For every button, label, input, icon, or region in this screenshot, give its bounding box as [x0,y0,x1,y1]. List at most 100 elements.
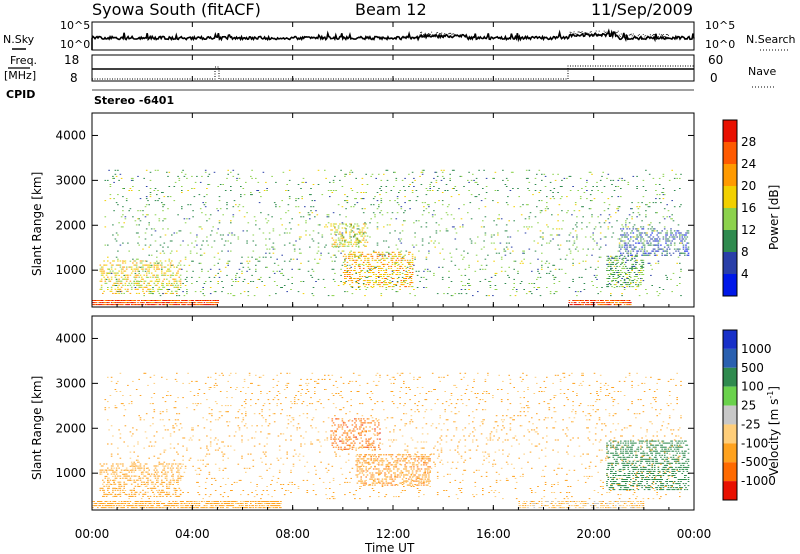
data-cell [122,272,124,274]
data-cell [493,177,495,179]
data-cell [385,458,388,460]
data-cell [385,464,388,466]
data-cell [395,464,398,466]
data-cell [142,507,144,509]
data-cell [642,226,645,228]
data-cell [138,292,140,294]
data-cell [167,268,169,270]
data-cell [617,210,620,212]
data-cell [149,503,152,504]
data-cell [360,254,362,256]
data-cell [171,505,173,507]
data-cell [127,507,129,509]
data-cell [283,232,286,234]
data-cell [395,460,398,462]
data-cell [478,169,480,171]
data-cell [581,188,583,189]
data-cell [357,466,360,468]
data-cell [173,300,176,301]
data-cell [145,300,148,301]
data-cell [123,270,125,272]
data-cell [532,503,534,504]
data-cell [369,268,371,270]
data-cell [332,181,335,183]
data-cell [635,238,637,240]
data-cell [362,244,365,246]
data-cell [646,232,648,234]
data-cell [352,278,355,279]
data-cell [137,270,139,272]
data-cell [553,293,556,295]
data-cell [288,179,291,181]
data-cell [171,274,173,276]
data-cell [134,501,137,502]
data-cell [684,250,686,252]
data-cell [369,484,371,486]
data-cell [130,302,133,304]
data-cell [342,422,345,424]
data-cell [411,282,414,284]
data-cell [610,216,612,218]
data-cell [198,302,201,304]
data-cell [446,293,449,295]
data-cell [399,454,401,456]
data-cell [114,503,117,504]
data-cell [628,240,631,242]
data-cell [300,262,302,264]
data-cell [376,460,379,462]
data-cell [139,220,142,222]
data-cell [589,304,592,306]
data-cell [513,260,515,262]
data-cell [426,484,429,486]
data-cell [607,507,610,509]
data-cell [148,264,150,266]
data-cell [271,503,273,504]
data-cell [625,222,627,224]
data-cell [657,262,660,264]
data-cell [662,236,665,238]
data-cell [359,454,361,456]
data-cell [355,261,357,263]
data-cell [415,478,418,480]
data-cell [238,204,241,206]
data-cell [129,208,132,210]
data-cell [469,285,472,286]
data-cell [164,292,167,294]
data-cell [196,236,198,238]
data-cell [127,503,129,504]
data-cell [255,501,257,502]
data-cell [366,270,369,271]
data-cell [601,302,603,304]
data-cell [673,190,676,191]
data-cell [631,507,633,509]
data-cell [245,505,247,507]
data-cell [611,184,613,185]
data-cell [142,266,144,268]
data-cell [393,278,395,279]
data-cell [641,236,643,238]
data-cell [647,252,650,254]
data-cell [281,254,283,256]
data-cell [655,238,657,240]
data-cell [280,501,282,502]
data-cell [371,257,374,259]
data-cell [627,252,630,254]
data-cell [375,259,377,261]
data-cell [347,243,350,245]
data-cell [429,454,431,456]
data-cell [93,501,95,502]
data-cell [591,281,593,282]
data-cell [340,233,342,235]
data-cell [199,248,202,250]
data-cell [129,300,132,301]
data-cell [518,503,520,504]
data-cell [454,228,457,230]
data-cell [573,240,576,242]
data-cell [213,276,216,278]
data-cell [636,254,638,256]
data-cell [478,194,480,196]
data-cell [208,302,211,304]
data-cell [366,474,369,476]
data-cell [107,302,109,304]
data-cell [627,501,630,502]
